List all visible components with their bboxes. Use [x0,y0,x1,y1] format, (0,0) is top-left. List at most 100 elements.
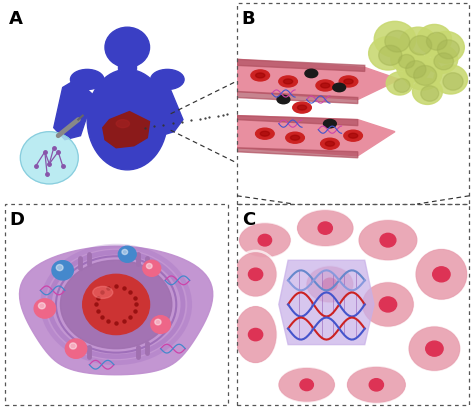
Circle shape [434,66,467,95]
Polygon shape [237,92,358,104]
Circle shape [386,73,413,96]
Polygon shape [145,80,183,136]
Circle shape [434,54,454,71]
Ellipse shape [344,131,363,142]
Circle shape [428,32,465,64]
Circle shape [248,329,263,341]
Circle shape [155,319,161,325]
Text: C: C [242,211,255,229]
Ellipse shape [235,307,276,363]
Circle shape [379,46,402,66]
Ellipse shape [255,74,265,79]
Ellipse shape [291,136,300,141]
Ellipse shape [239,224,291,258]
Polygon shape [237,60,400,100]
Circle shape [70,343,76,349]
Text: B: B [242,10,255,28]
Ellipse shape [279,368,335,402]
Circle shape [404,58,442,91]
Circle shape [397,54,430,83]
Polygon shape [237,116,358,126]
Ellipse shape [293,103,311,114]
Polygon shape [237,60,365,72]
Circle shape [318,222,332,235]
Ellipse shape [347,367,405,403]
Ellipse shape [344,80,353,85]
Polygon shape [54,80,94,140]
Ellipse shape [279,77,297,88]
Circle shape [20,133,78,184]
Circle shape [443,74,463,91]
Circle shape [379,297,397,312]
Circle shape [421,87,439,102]
Circle shape [414,66,437,86]
Circle shape [369,38,407,71]
Circle shape [105,28,149,68]
Circle shape [369,379,383,391]
Ellipse shape [260,132,270,137]
Circle shape [433,267,450,282]
Ellipse shape [307,267,353,303]
Polygon shape [19,247,213,375]
Circle shape [400,28,437,60]
Circle shape [258,235,272,246]
Circle shape [385,31,410,53]
Circle shape [300,379,313,391]
Circle shape [151,316,171,334]
Circle shape [118,247,136,263]
Polygon shape [279,261,374,345]
Circle shape [417,25,452,55]
Circle shape [38,303,46,309]
Text: D: D [9,211,24,229]
Ellipse shape [305,70,318,79]
Circle shape [427,33,447,51]
Circle shape [374,22,416,58]
Circle shape [426,341,443,356]
Ellipse shape [87,70,167,171]
Ellipse shape [324,120,336,128]
Circle shape [380,234,396,247]
Circle shape [52,261,73,280]
Polygon shape [237,148,358,158]
Bar [118,60,136,70]
Circle shape [248,269,263,281]
Circle shape [412,79,442,105]
Circle shape [143,261,161,276]
Ellipse shape [235,253,276,297]
Ellipse shape [255,129,274,140]
Ellipse shape [409,327,460,371]
Circle shape [65,339,87,358]
Ellipse shape [416,249,467,300]
Circle shape [425,46,458,74]
Circle shape [56,265,63,271]
Ellipse shape [339,77,358,88]
Ellipse shape [286,133,304,144]
Ellipse shape [320,84,330,89]
Ellipse shape [60,261,172,349]
Circle shape [394,79,410,93]
Circle shape [399,55,415,69]
Circle shape [406,61,426,79]
Ellipse shape [348,134,358,139]
Ellipse shape [333,84,346,92]
Ellipse shape [316,81,335,92]
Ellipse shape [93,287,113,299]
Ellipse shape [277,96,290,104]
Ellipse shape [116,120,129,128]
Circle shape [409,36,432,56]
Ellipse shape [82,275,149,335]
Ellipse shape [297,106,307,111]
Ellipse shape [359,220,417,261]
Circle shape [323,279,337,291]
Ellipse shape [320,139,339,150]
Ellipse shape [151,70,184,90]
Ellipse shape [297,211,353,247]
Ellipse shape [325,142,335,147]
Circle shape [438,41,459,60]
Ellipse shape [251,71,270,82]
Circle shape [34,299,55,318]
Circle shape [122,250,128,255]
Circle shape [391,49,418,72]
Ellipse shape [283,80,293,85]
Circle shape [146,264,152,269]
